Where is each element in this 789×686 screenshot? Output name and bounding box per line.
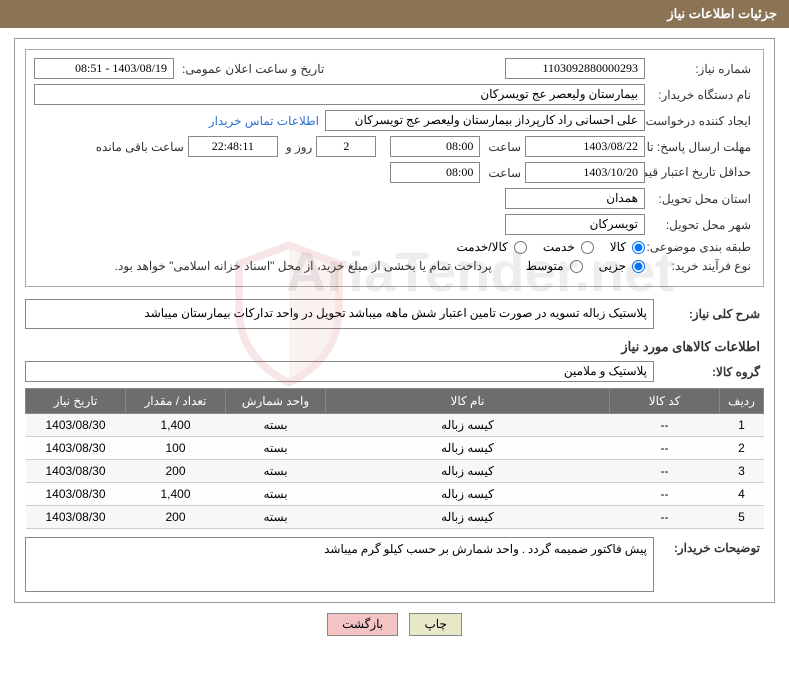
table-row: 4--کیسه زبالهبسته1,4001403/08/30 (26, 483, 764, 506)
print-button[interactable]: چاپ (409, 613, 461, 636)
cell-qty: 200 (126, 460, 226, 483)
deadline-send-date-input[interactable] (525, 136, 645, 157)
cell-code: -- (610, 437, 720, 460)
page-title: جزئیات اطلاعات نیاز (667, 6, 777, 21)
cell-qty: 1,400 (126, 483, 226, 506)
th-code: کد کالا (610, 389, 720, 414)
countdown-input (188, 136, 278, 157)
process-type-label: نوع فرآیند خرید: (645, 259, 755, 273)
announce-date-input[interactable] (34, 58, 174, 79)
buyer-org-label: نام دستگاه خریدار: (645, 88, 755, 102)
th-name: نام کالا (326, 389, 610, 414)
th-unit: واحد شمارش (226, 389, 326, 414)
button-row: چاپ بازگشت (0, 613, 789, 636)
cell-code: -- (610, 506, 720, 529)
cell-name: کیسه زباله (326, 437, 610, 460)
cell-row: 4 (720, 483, 764, 506)
process-radio-jozei-label: جزیی (599, 259, 626, 273)
city-label: شهر محل تحویل: (645, 218, 755, 232)
city-input[interactable] (505, 214, 645, 235)
items-info-title: اطلاعات کالاهای مورد نیاز (29, 339, 760, 355)
province-label: استان محل تحویل: (645, 192, 755, 206)
th-qty: تعداد / مقدار (126, 389, 226, 414)
cell-name: کیسه زباله (326, 506, 610, 529)
category-radio-group: کالا خدمت کالا/خدمت (446, 240, 645, 254)
table-row: 1--کیسه زبالهبسته1,4001403/08/30 (26, 414, 764, 437)
cell-row: 5 (720, 506, 764, 529)
category-radio-kala[interactable] (632, 241, 645, 254)
category-label: طبقه بندی موضوعی: (645, 240, 755, 254)
cell-row: 1 (720, 414, 764, 437)
cell-name: کیسه زباله (326, 460, 610, 483)
process-radio-motavaset-label: متوسط (526, 259, 564, 273)
category-radio-kalakhedmat[interactable] (514, 241, 527, 254)
announce-date-label: تاریخ و ساعت اعلان عمومی: (174, 62, 328, 76)
category-radio-khedmat-label: خدمت (543, 240, 575, 254)
cell-qty: 1,400 (126, 414, 226, 437)
group-input[interactable] (25, 361, 654, 382)
valid-price-label: حداقل تاریخ اعتبار قیمت: تا تاریخ: (645, 165, 755, 181)
cell-unit: بسته (226, 460, 326, 483)
days-remaining-input (316, 136, 376, 157)
process-type-note: پرداخت تمام یا بخشی از مبلغ خرید، از محل… (107, 259, 496, 273)
page-header: جزئیات اطلاعات نیاز (0, 0, 789, 28)
need-number-label: شماره نیاز: (645, 62, 755, 76)
cell-date: 1403/08/30 (26, 414, 126, 437)
th-date: تاریخ نیاز (26, 389, 126, 414)
buyer-desc-label: توضیحات خریدار: (654, 537, 764, 555)
buyer-desc-textarea[interactable] (25, 537, 654, 592)
days-remaining-day-label: روز و (278, 140, 317, 154)
cell-qty: 200 (126, 506, 226, 529)
content-box: AriaTender.net شماره نیاز: تاریخ و ساعت … (14, 38, 775, 603)
requester-input[interactable] (325, 110, 645, 131)
cell-date: 1403/08/30 (26, 460, 126, 483)
cell-qty: 100 (126, 437, 226, 460)
category-radio-kalakhedmat-label: کالا/خدمت (456, 240, 507, 254)
category-radio-khedmat[interactable] (581, 241, 594, 254)
items-table: ردیف کد کالا نام کالا واحد شمارش تعداد /… (25, 388, 764, 529)
deadline-send-time-input[interactable] (390, 136, 480, 157)
cell-code: -- (610, 460, 720, 483)
cell-row: 3 (720, 460, 764, 483)
table-row: 5--کیسه زبالهبسته2001403/08/30 (26, 506, 764, 529)
process-type-radio-group: جزیی متوسط (516, 259, 645, 273)
general-desc-text: پلاستیک زباله تسویه در صورت تامین اعتبار… (25, 299, 654, 329)
valid-price-time-input[interactable] (390, 162, 480, 183)
cell-code: -- (610, 483, 720, 506)
province-input[interactable] (505, 188, 645, 209)
th-row: ردیف (720, 389, 764, 414)
back-button[interactable]: بازگشت (327, 613, 398, 636)
table-row: 3--کیسه زبالهبسته2001403/08/30 (26, 460, 764, 483)
time-label-2: ساعت (480, 166, 525, 180)
cell-date: 1403/08/30 (26, 483, 126, 506)
cell-unit: بسته (226, 483, 326, 506)
process-radio-jozei[interactable] (632, 260, 645, 273)
need-number-input[interactable] (505, 58, 645, 79)
group-label: گروه کالا: (654, 365, 764, 379)
cell-name: کیسه زباله (326, 483, 610, 506)
requester-label: ایجاد کننده درخواست: (645, 114, 755, 128)
general-desc-label: شرح کلی نیاز: (654, 307, 764, 321)
cell-date: 1403/08/30 (26, 437, 126, 460)
cell-unit: بسته (226, 506, 326, 529)
cell-unit: بسته (226, 414, 326, 437)
valid-price-date-input[interactable] (525, 162, 645, 183)
buyer-contact-link[interactable]: اطلاعات تماس خریدار (203, 114, 325, 128)
form-box: شماره نیاز: تاریخ و ساعت اعلان عمومی: نا… (25, 49, 764, 287)
table-row: 2--کیسه زبالهبسته1001403/08/30 (26, 437, 764, 460)
cell-code: -- (610, 414, 720, 437)
cell-row: 2 (720, 437, 764, 460)
buyer-org-input[interactable] (34, 84, 645, 105)
cell-date: 1403/08/30 (26, 506, 126, 529)
process-radio-motavaset[interactable] (570, 260, 583, 273)
countdown-label: ساعت باقی مانده (88, 140, 188, 154)
cell-name: کیسه زباله (326, 414, 610, 437)
cell-unit: بسته (226, 437, 326, 460)
category-radio-kala-label: کالا (610, 240, 626, 254)
time-label-1: ساعت (480, 140, 525, 154)
deadline-send-label: مهلت ارسال پاسخ: تا تاریخ: (645, 140, 755, 154)
